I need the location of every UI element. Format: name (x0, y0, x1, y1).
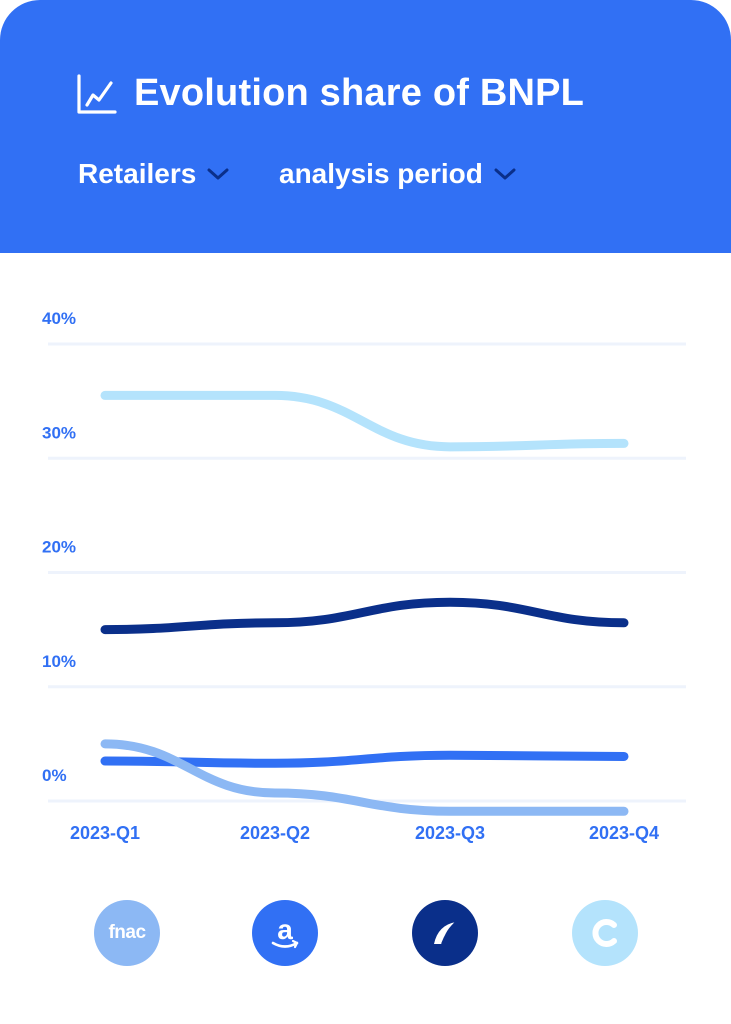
chevron-down-icon (207, 168, 229, 180)
y-tick-label: 20% (42, 538, 76, 557)
x-tick-label: 2023-Q4 (589, 823, 659, 843)
c-letter-icon (592, 919, 617, 947)
svg-text:a: a (277, 914, 293, 945)
chart-title: Evolution share of BNPL (134, 72, 585, 114)
amazon-logo[interactable]: a (252, 900, 318, 966)
cetelem-icon (434, 921, 457, 945)
amazon-icon: a (271, 914, 299, 949)
analysis-period-dropdown-label: analysis period (279, 158, 483, 189)
y-tick-label: 30% (42, 423, 76, 442)
cdiscount-logo[interactable] (572, 900, 638, 966)
series-line-3 (100, 750, 629, 768)
chart-header: Evolution share of BNPL Retailers analys… (0, 0, 731, 253)
analysis-period-dropdown[interactable]: analysis period (279, 158, 517, 190)
y-tick-label: 40% (42, 309, 76, 328)
series-line-4 (100, 739, 629, 816)
retailers-dropdown[interactable]: Retailers (78, 158, 230, 190)
x-tick-label: 2023-Q1 (70, 823, 140, 843)
bnpl-line-chart: 40% 30% 20% 10% 0% 2023-Q1 2023-Q2 2023-Q3 2023-… (42, 309, 686, 843)
retailers-dropdown-label: Retailers (78, 158, 197, 189)
fnac-logo-text: fnac (108, 922, 146, 943)
line-chart-icon (77, 73, 117, 114)
y-tick-label: 10% (42, 652, 76, 671)
series-line-1 (100, 390, 629, 452)
fnac-logo[interactable]: fnac (94, 900, 160, 966)
cetelem-logo[interactable] (412, 900, 478, 966)
x-tick-label: 2023-Q2 (240, 823, 310, 843)
x-tick-label: 2023-Q3 (415, 823, 485, 843)
retailer-logos: fnac a (0, 900, 731, 970)
chevron-down-icon (494, 168, 516, 180)
series-line-2 (100, 597, 629, 635)
title-row: Evolution share of BNPL (76, 72, 584, 115)
y-tick-label: 0% (42, 766, 67, 785)
